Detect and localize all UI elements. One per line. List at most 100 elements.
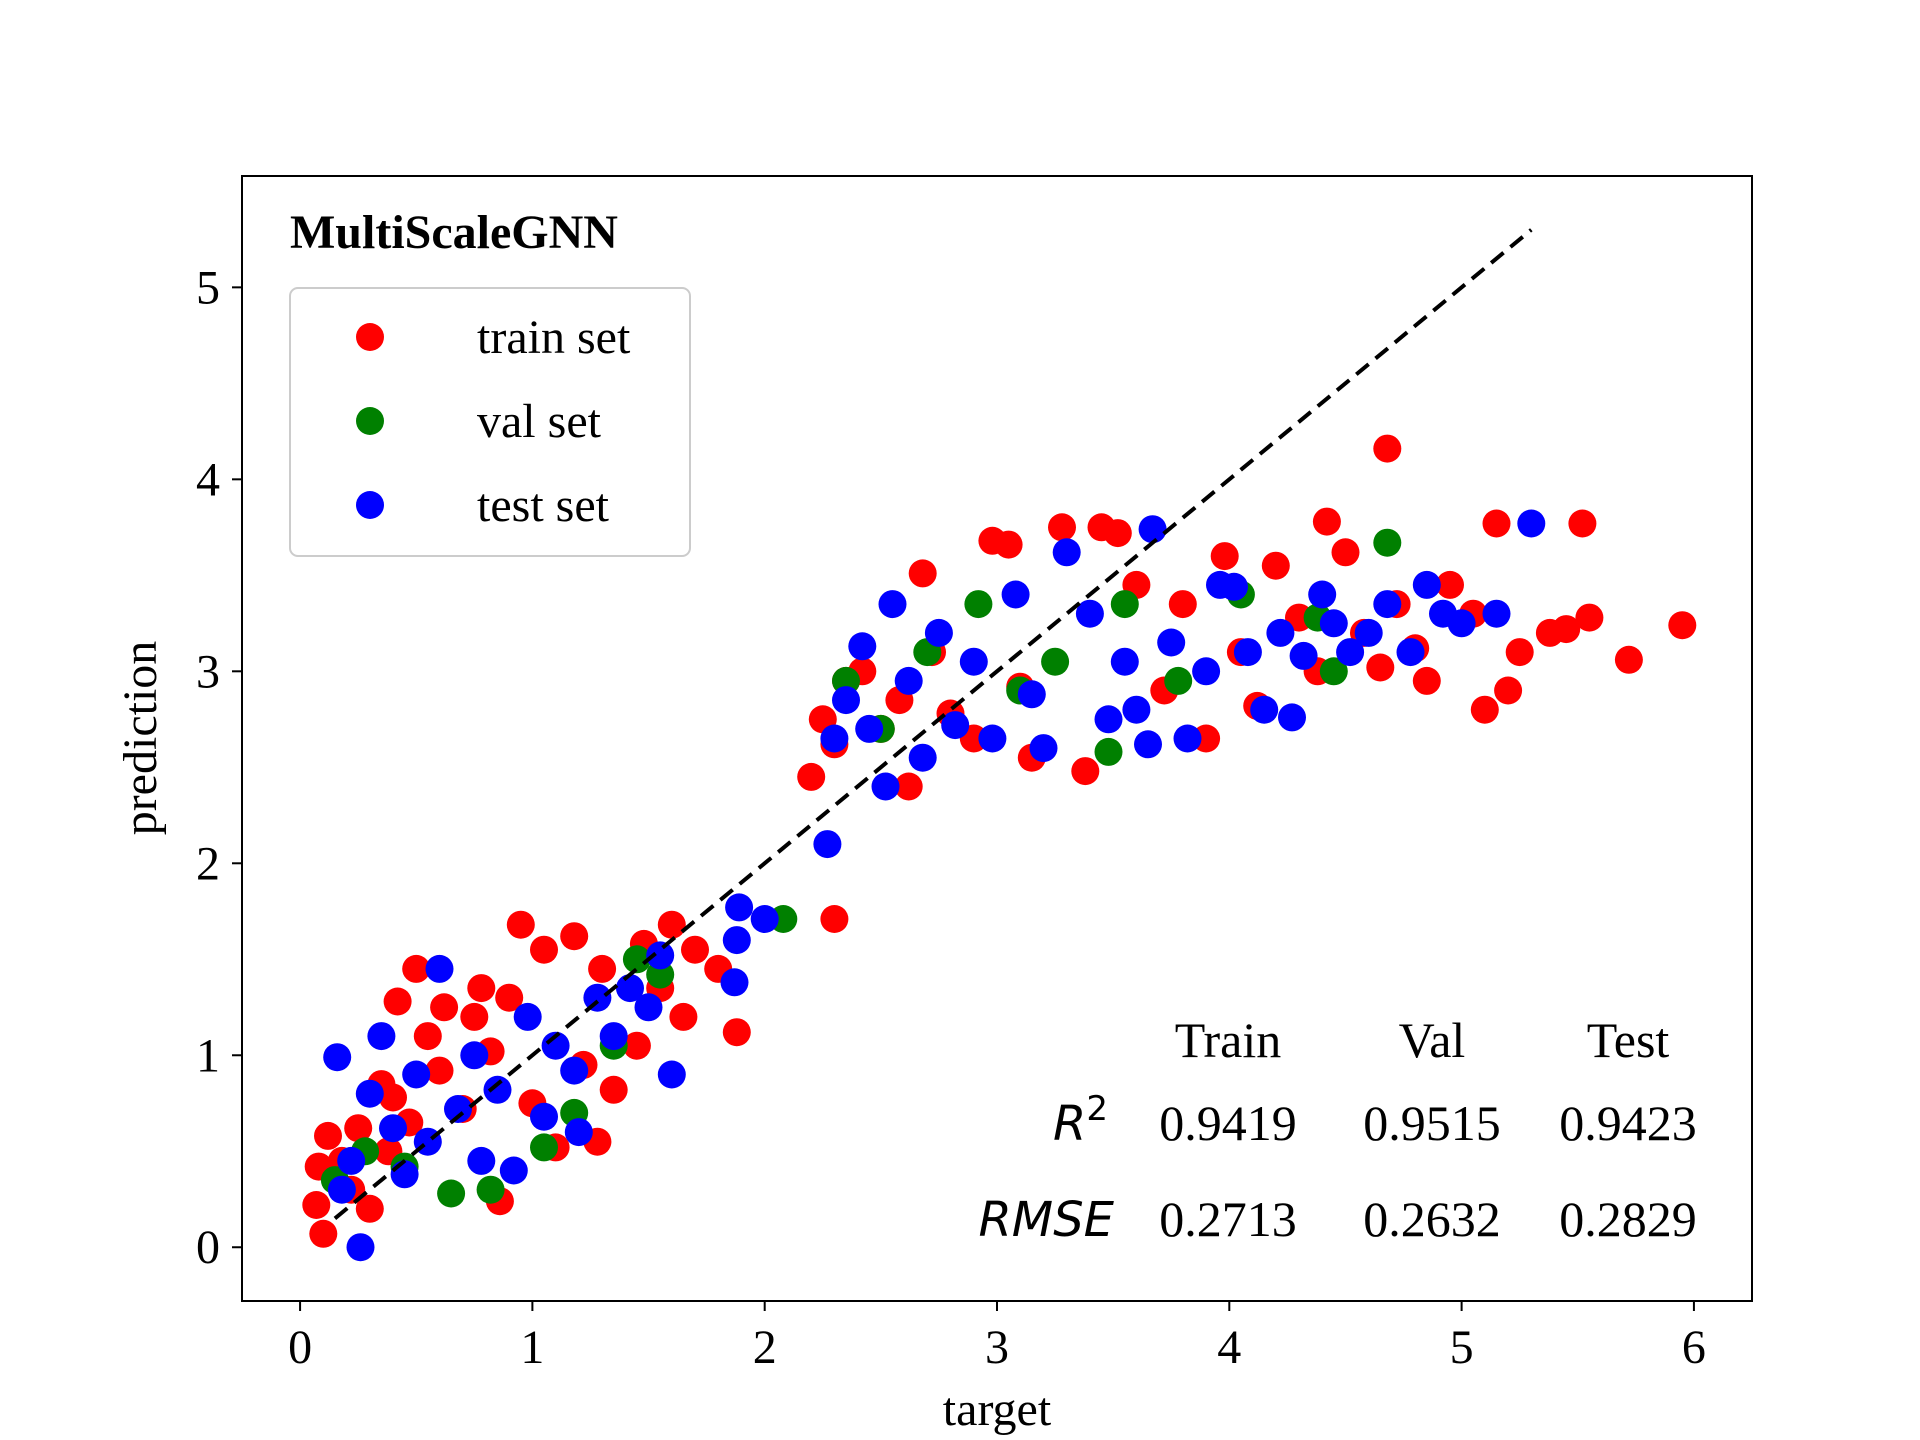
x-axis-label: target xyxy=(943,1383,1052,1436)
data-point xyxy=(1041,647,1070,676)
chart-title: MultiScaleGNN xyxy=(290,206,618,259)
data-point xyxy=(314,1121,342,1150)
legend-marker xyxy=(356,491,384,519)
data-point xyxy=(1210,542,1239,571)
data-point xyxy=(941,711,970,740)
data-point xyxy=(1396,638,1425,667)
data-point xyxy=(1482,509,1511,538)
data-point xyxy=(1336,638,1365,667)
data-point xyxy=(402,1060,431,1089)
data-point xyxy=(583,983,612,1012)
legend-label: val set xyxy=(477,395,602,448)
data-point xyxy=(379,1083,407,1112)
data-point xyxy=(1157,628,1186,657)
data-point xyxy=(924,618,953,647)
data-point xyxy=(1278,703,1306,732)
data-point xyxy=(1103,519,1132,548)
metrics-table: Train Val Test R2 0.9419 0.9515 0.9423 RMSE 0.27… xyxy=(978,1012,1696,1248)
data-point xyxy=(541,1031,570,1060)
data-point xyxy=(1110,647,1139,676)
data-point xyxy=(344,1114,373,1143)
data-point xyxy=(460,1002,489,1031)
data-point xyxy=(894,666,923,695)
data-point xyxy=(560,922,589,951)
data-point xyxy=(346,1233,375,1262)
identity-reference-line xyxy=(333,228,1533,1220)
data-point xyxy=(669,1002,698,1031)
data-point xyxy=(1354,618,1383,647)
data-point xyxy=(894,772,923,801)
data-point xyxy=(599,1022,628,1051)
data-point xyxy=(832,666,860,695)
data-point xyxy=(402,954,431,983)
data-point xyxy=(1575,603,1604,632)
y-tick-label: 5 xyxy=(196,261,220,314)
data-point xyxy=(964,590,993,619)
data-point xyxy=(560,1056,589,1085)
y-tick-label: 4 xyxy=(196,453,220,506)
data-point xyxy=(355,1194,384,1223)
points-layer xyxy=(302,434,1697,1262)
data-point xyxy=(467,974,496,1003)
data-point xyxy=(327,1175,356,1204)
data-point xyxy=(302,1191,331,1219)
data-point xyxy=(476,1175,505,1204)
data-point xyxy=(959,647,988,676)
y-axis-label: prediction xyxy=(114,641,167,836)
data-point xyxy=(379,1114,407,1143)
data-point xyxy=(722,926,751,955)
data-point xyxy=(1250,695,1279,724)
data-point xyxy=(499,1156,528,1185)
data-point xyxy=(1373,590,1402,619)
data-point xyxy=(430,993,459,1022)
data-point xyxy=(978,724,1007,753)
data-point xyxy=(467,1146,496,1175)
data-point xyxy=(855,714,884,743)
data-point xyxy=(634,993,663,1022)
data-point xyxy=(1373,434,1402,463)
data-point xyxy=(1094,705,1123,734)
data-point xyxy=(1168,590,1197,619)
data-point xyxy=(530,1133,558,1162)
legend-marker xyxy=(356,323,384,351)
data-point xyxy=(1017,680,1046,709)
data-point xyxy=(908,559,937,588)
data-point xyxy=(1470,695,1499,724)
data-point xyxy=(1494,676,1523,705)
data-point xyxy=(1122,695,1151,724)
data-point xyxy=(813,830,842,859)
data-point xyxy=(564,1118,593,1147)
data-point xyxy=(1614,645,1643,674)
data-point xyxy=(1436,570,1464,599)
x-tick-label: 0 xyxy=(288,1321,312,1374)
data-point xyxy=(871,772,900,801)
data-point xyxy=(1568,509,1597,538)
data-point xyxy=(444,1095,472,1123)
data-point xyxy=(460,1041,489,1070)
data-point xyxy=(323,1043,352,1072)
data-point xyxy=(1094,737,1123,766)
data-point xyxy=(1138,515,1167,544)
data-point xyxy=(1517,509,1546,538)
metrics-value: 0.2632 xyxy=(1363,1191,1501,1247)
y-tick-label: 3 xyxy=(196,645,220,698)
data-point xyxy=(1164,666,1193,695)
data-point xyxy=(495,983,524,1012)
data-point xyxy=(383,987,412,1016)
data-point xyxy=(588,954,617,983)
data-point xyxy=(622,945,651,974)
data-point xyxy=(506,910,535,939)
data-point xyxy=(1373,528,1402,557)
legend-label: test set xyxy=(477,479,610,532)
x-tick-label: 1 xyxy=(520,1321,544,1374)
data-point xyxy=(820,905,849,933)
data-point xyxy=(722,1018,751,1047)
metrics-column-header: Test xyxy=(1587,1012,1670,1068)
data-point xyxy=(832,686,860,715)
data-point xyxy=(530,935,558,964)
legend-marker xyxy=(356,407,384,435)
metrics-column-header: Val xyxy=(1399,1012,1466,1068)
data-point xyxy=(616,974,644,1003)
data-point xyxy=(1233,638,1262,667)
